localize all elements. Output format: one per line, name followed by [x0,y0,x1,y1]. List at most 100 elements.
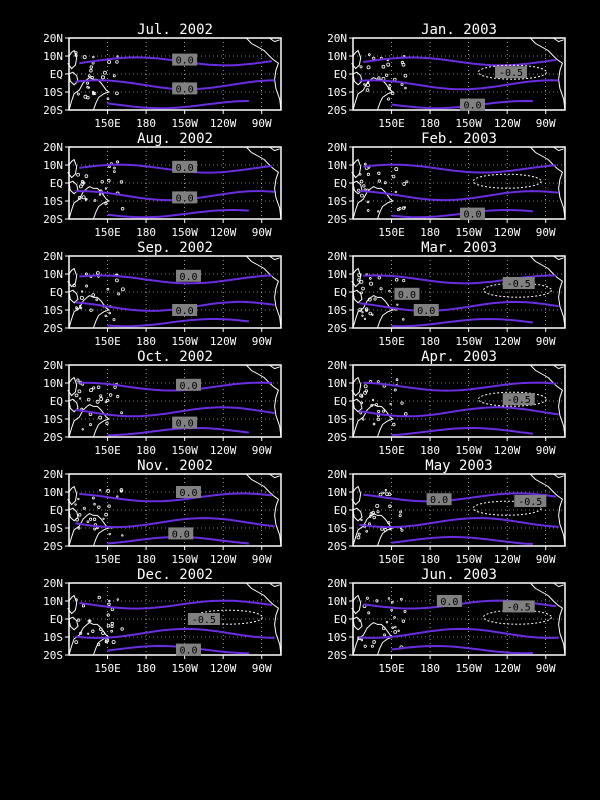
panel-title: Nov. 2002 [137,458,213,474]
contour-line-zero [79,381,273,392]
contour-line-zero [363,381,557,392]
contour-value-label: 0.0 [176,306,194,317]
contour-line-zero [391,536,533,545]
lon-tick-label: 150W [455,553,482,566]
lat-tick-label: 20S [43,540,63,553]
map-panel: Nov. 2002 20N 10N EQ 10S 20S 150E 180 150W 120W 90… [43,458,282,566]
lat-tick-label: 20N [43,359,63,372]
lon-tick-label: 150E [378,444,405,457]
contour-label-box [175,486,201,498]
contour-line-zero [391,317,534,328]
lat-tick-label: 20N [327,141,347,154]
contour-line-zero [79,492,273,503]
lat-tick-label: EQ [334,177,347,190]
contour-label-box [175,269,201,282]
panel-title: May 2003 [425,458,492,474]
contour-value-label: -0.5 [507,395,531,406]
lat-tick-label: 10S [327,522,347,535]
panel-title: Aug. 2002 [137,131,213,147]
lat-tick-label: EQ [334,504,347,517]
contour-label-box [502,600,535,613]
lat-tick-label: 20S [43,649,63,662]
lat-tick-label: 20S [43,104,63,117]
panel-title: Jan. 2003 [421,22,497,38]
lon-tick-label: 120W [494,117,521,130]
contour-value-label: 0.0 [176,419,194,430]
lat-tick-label: EQ [50,395,63,408]
contour-line-negative [472,500,542,516]
lat-tick-label: 10S [327,413,347,426]
contour-label-box [172,82,198,95]
lat-tick-label: 10N [43,159,63,172]
lon-tick-label: 180 [420,117,440,130]
contour-line-zero [359,627,559,639]
lon-tick-label: 150E [378,226,405,239]
lon-tick-label: 150W [171,117,198,130]
lat-tick-label: 20S [43,431,63,444]
lon-tick-label: 90W [536,444,556,457]
lat-tick-label: 20S [327,213,347,226]
lon-tick-label: 150W [455,444,482,457]
lon-tick-label: 150W [455,662,482,675]
contour-value-label: 0.0 [179,272,197,283]
lat-tick-label: EQ [50,613,63,626]
lon-tick-label: 150W [455,226,482,239]
coastline [67,37,282,111]
contour-line-zero [359,300,559,312]
contour-value-label: -0.5 [507,602,531,613]
lat-tick-label: 20N [43,250,63,263]
contour-line-zero [107,209,249,219]
lat-tick-label: 20S [43,322,63,335]
lon-tick-label: 150W [171,553,198,566]
contour-line-zero [363,56,557,67]
contour-value-label: -0.5 [507,279,531,290]
lon-tick-label: 180 [136,662,156,675]
lon-tick-label: 180 [136,117,156,130]
coastline [67,473,282,547]
lon-tick-label: 150W [455,117,482,130]
contour-label-box [436,595,462,607]
panel-title: Oct. 2002 [137,349,213,365]
map-panel: Mar. 2003 20N 10N EQ 10S 20S 150E 180 150W 120W 90… [327,240,566,348]
lon-tick-label: 90W [536,553,556,566]
lat-tick-label: 10S [43,631,63,644]
coastline [351,473,566,547]
contour-line-zero [75,627,275,639]
contour-line-zero [359,190,559,202]
lon-tick-label: 90W [536,335,556,348]
contour-line-zero [359,79,559,91]
map-panel: May 2003 20N 10N EQ 10S 20S 150E 180 150W 120W 90W… [327,458,566,566]
lon-tick-label: 150W [171,444,198,457]
lon-tick-label: 180 [136,444,156,457]
map-panel: Apr. 2003 20N 10N EQ 10S 20S 150E 180 150W 120W 90… [327,349,566,457]
lat-tick-label: EQ [50,504,63,517]
lon-tick-label: 180 [420,444,440,457]
contour-line-zero [79,274,273,285]
lon-tick-label: 90W [252,444,272,457]
contour-line-zero [107,426,250,437]
panel-title: Jun. 2003 [421,567,497,583]
contour-label-box [514,495,547,507]
contour-label-box [168,527,194,540]
lat-tick-label: 20S [43,213,63,226]
lat-tick-label: 10S [327,304,347,317]
contour-line-zero [363,163,557,174]
contour-line-zero [79,599,273,610]
lon-tick-label: 90W [536,662,556,675]
contour-label-box [495,66,528,79]
contour-label-box [175,378,201,391]
contour-line-negative [472,173,542,189]
lon-tick-label: 120W [494,553,521,566]
lat-tick-label: 10S [43,304,63,317]
contour-label-box [394,287,420,300]
panel-title: Apr. 2003 [421,349,497,365]
lat-tick-label: EQ [50,177,63,190]
contour-value-label: 0.0 [179,381,197,392]
lat-tick-label: 10N [327,50,347,63]
contour-value-label: 0.0 [440,597,458,608]
map-panel: Jul. 2002 20N 10N EQ 10S 20S 150E 180 150W 120W 90… [43,22,282,130]
lat-tick-label: 10N [43,377,63,390]
lat-tick-label: 20S [327,540,347,553]
contour-value-label: 0.0 [179,488,197,499]
